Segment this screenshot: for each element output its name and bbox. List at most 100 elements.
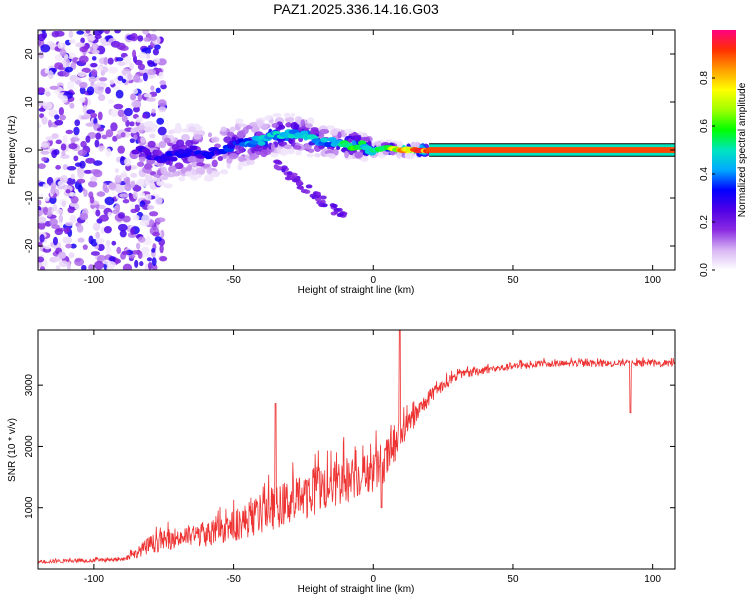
spectrogram-cell (404, 151, 412, 160)
spectrogram-cell (65, 243, 72, 249)
spectrogram-cell (103, 56, 109, 66)
spectrogram-cell (38, 216, 47, 224)
spectrogram-cell (186, 165, 192, 171)
spectrogram-cell (150, 85, 155, 91)
spectrogram-cell (62, 164, 69, 171)
y-tick-label: 3000 (24, 374, 35, 397)
spectrogram-cell (114, 168, 120, 173)
spectrogram-cell (122, 263, 133, 270)
spectrogram-cell (55, 165, 61, 170)
spectrogram-cell (64, 226, 71, 233)
spectrogram-cell (111, 240, 117, 246)
spectrogram-cell (79, 81, 88, 89)
spectrogram-cell (284, 112, 291, 118)
spectrogram-cell (146, 205, 155, 210)
x-tick-label: 100 (644, 275, 661, 286)
spectrogram-cell (146, 60, 154, 65)
spectrogram-cell (41, 30, 46, 34)
spectrogram-cell (198, 167, 206, 175)
colorbar-tick-label: 0.2 (699, 215, 710, 229)
spectrogram-cell (92, 169, 103, 178)
spectrogram-cell (44, 68, 50, 74)
spectrogram-cell (173, 126, 183, 134)
spectrogram-cell (108, 99, 114, 104)
spectrogram-cell (40, 150, 50, 155)
spectrogram-cell (155, 217, 166, 223)
spectrogram-cell (130, 32, 138, 42)
spectrogram-cell (158, 71, 165, 80)
spectrogram-cell (146, 97, 156, 102)
spectrogram-cell (286, 171, 293, 176)
spectrogram-cell (344, 150, 350, 159)
spectrogram-cell (66, 165, 77, 171)
spectrogram-cell (70, 173, 75, 180)
spectrogram-cell (67, 206, 75, 214)
spectrogram-cell (104, 187, 110, 193)
spectrogram-cell (246, 159, 251, 165)
spectrogram-cell (146, 68, 157, 76)
spectrogram-cell (152, 48, 160, 56)
spectrogram-cell (137, 63, 146, 71)
spectrogram-cell (70, 243, 77, 249)
spectrogram-cell (50, 186, 56, 195)
spectrogram-cell (281, 165, 288, 170)
spectrogram-cell (132, 88, 139, 95)
spectrogram-cell (396, 150, 402, 159)
spectrogram-cell (58, 106, 65, 116)
spectrogram-cell (101, 134, 108, 140)
spectrogram-cell (77, 184, 83, 193)
spectrogram-cell (39, 266, 46, 270)
spectrogram-cell (236, 130, 246, 139)
spectrogram-ridge-cell (257, 140, 266, 146)
spectrogram-cell (82, 104, 87, 114)
spectrogram-cell (291, 178, 300, 183)
spectrogram-cell (38, 163, 46, 170)
spectrogram-cell (111, 209, 120, 215)
y-tick-label: -20 (24, 238, 35, 253)
spectrogram-cell (196, 162, 205, 167)
spectrogram-cell (90, 62, 98, 68)
spectrogram-cell (272, 112, 282, 118)
colorbar-gradient (712, 30, 736, 270)
spectrogram-cell (64, 222, 74, 227)
spectrogram-cell (144, 126, 153, 132)
spectrogram-cell (92, 43, 98, 51)
spectrogram-cell (134, 259, 139, 268)
spectrogram-cell (152, 231, 160, 237)
spectrogram-cell (48, 70, 54, 79)
spectrogram-cell (107, 211, 113, 217)
spectrogram-cell (117, 61, 126, 66)
colorbar-tick-label: 0.8 (699, 71, 710, 85)
spectrogram-cell (90, 176, 98, 182)
spectrogram-cell (158, 140, 167, 149)
spectrogram-cell (154, 196, 163, 206)
spectrogram-cell (38, 210, 44, 216)
spectrogram-cell (151, 108, 156, 114)
spectrogram-cell (237, 164, 243, 171)
spectrogram-cell (163, 137, 171, 144)
spectrogram-cell (88, 76, 97, 83)
spectrogram-cell (298, 127, 303, 132)
spectrogram-cell (49, 85, 59, 90)
spectrogram-cell (123, 176, 131, 184)
spectrogram-cell (135, 180, 145, 186)
spectrogram-ridge-cell (300, 130, 309, 136)
spectrogram-cell (95, 132, 102, 140)
y-tick-label: -10 (24, 190, 35, 205)
spectrogram-cell (47, 206, 53, 212)
spectrogram-cell (83, 189, 88, 198)
spectrogram-cell (191, 167, 196, 176)
spectrogram-cell (333, 148, 339, 156)
spectrogram-cell (285, 122, 292, 128)
spectrogram-cell (59, 48, 67, 57)
spectrogram-y-ticks: -20 -10 0 10 20 (24, 48, 675, 253)
spectrogram-cell (121, 78, 127, 84)
spectrogram-cell (156, 181, 166, 187)
spectrogram-cell (121, 250, 130, 255)
spectrogram-cell (159, 244, 164, 254)
spectrogram-cell (54, 54, 64, 62)
spectrogram-cell (133, 74, 141, 83)
snr-x-axis-label: Height of straight line (km) (298, 584, 415, 595)
spectrogram-cell (108, 66, 119, 74)
